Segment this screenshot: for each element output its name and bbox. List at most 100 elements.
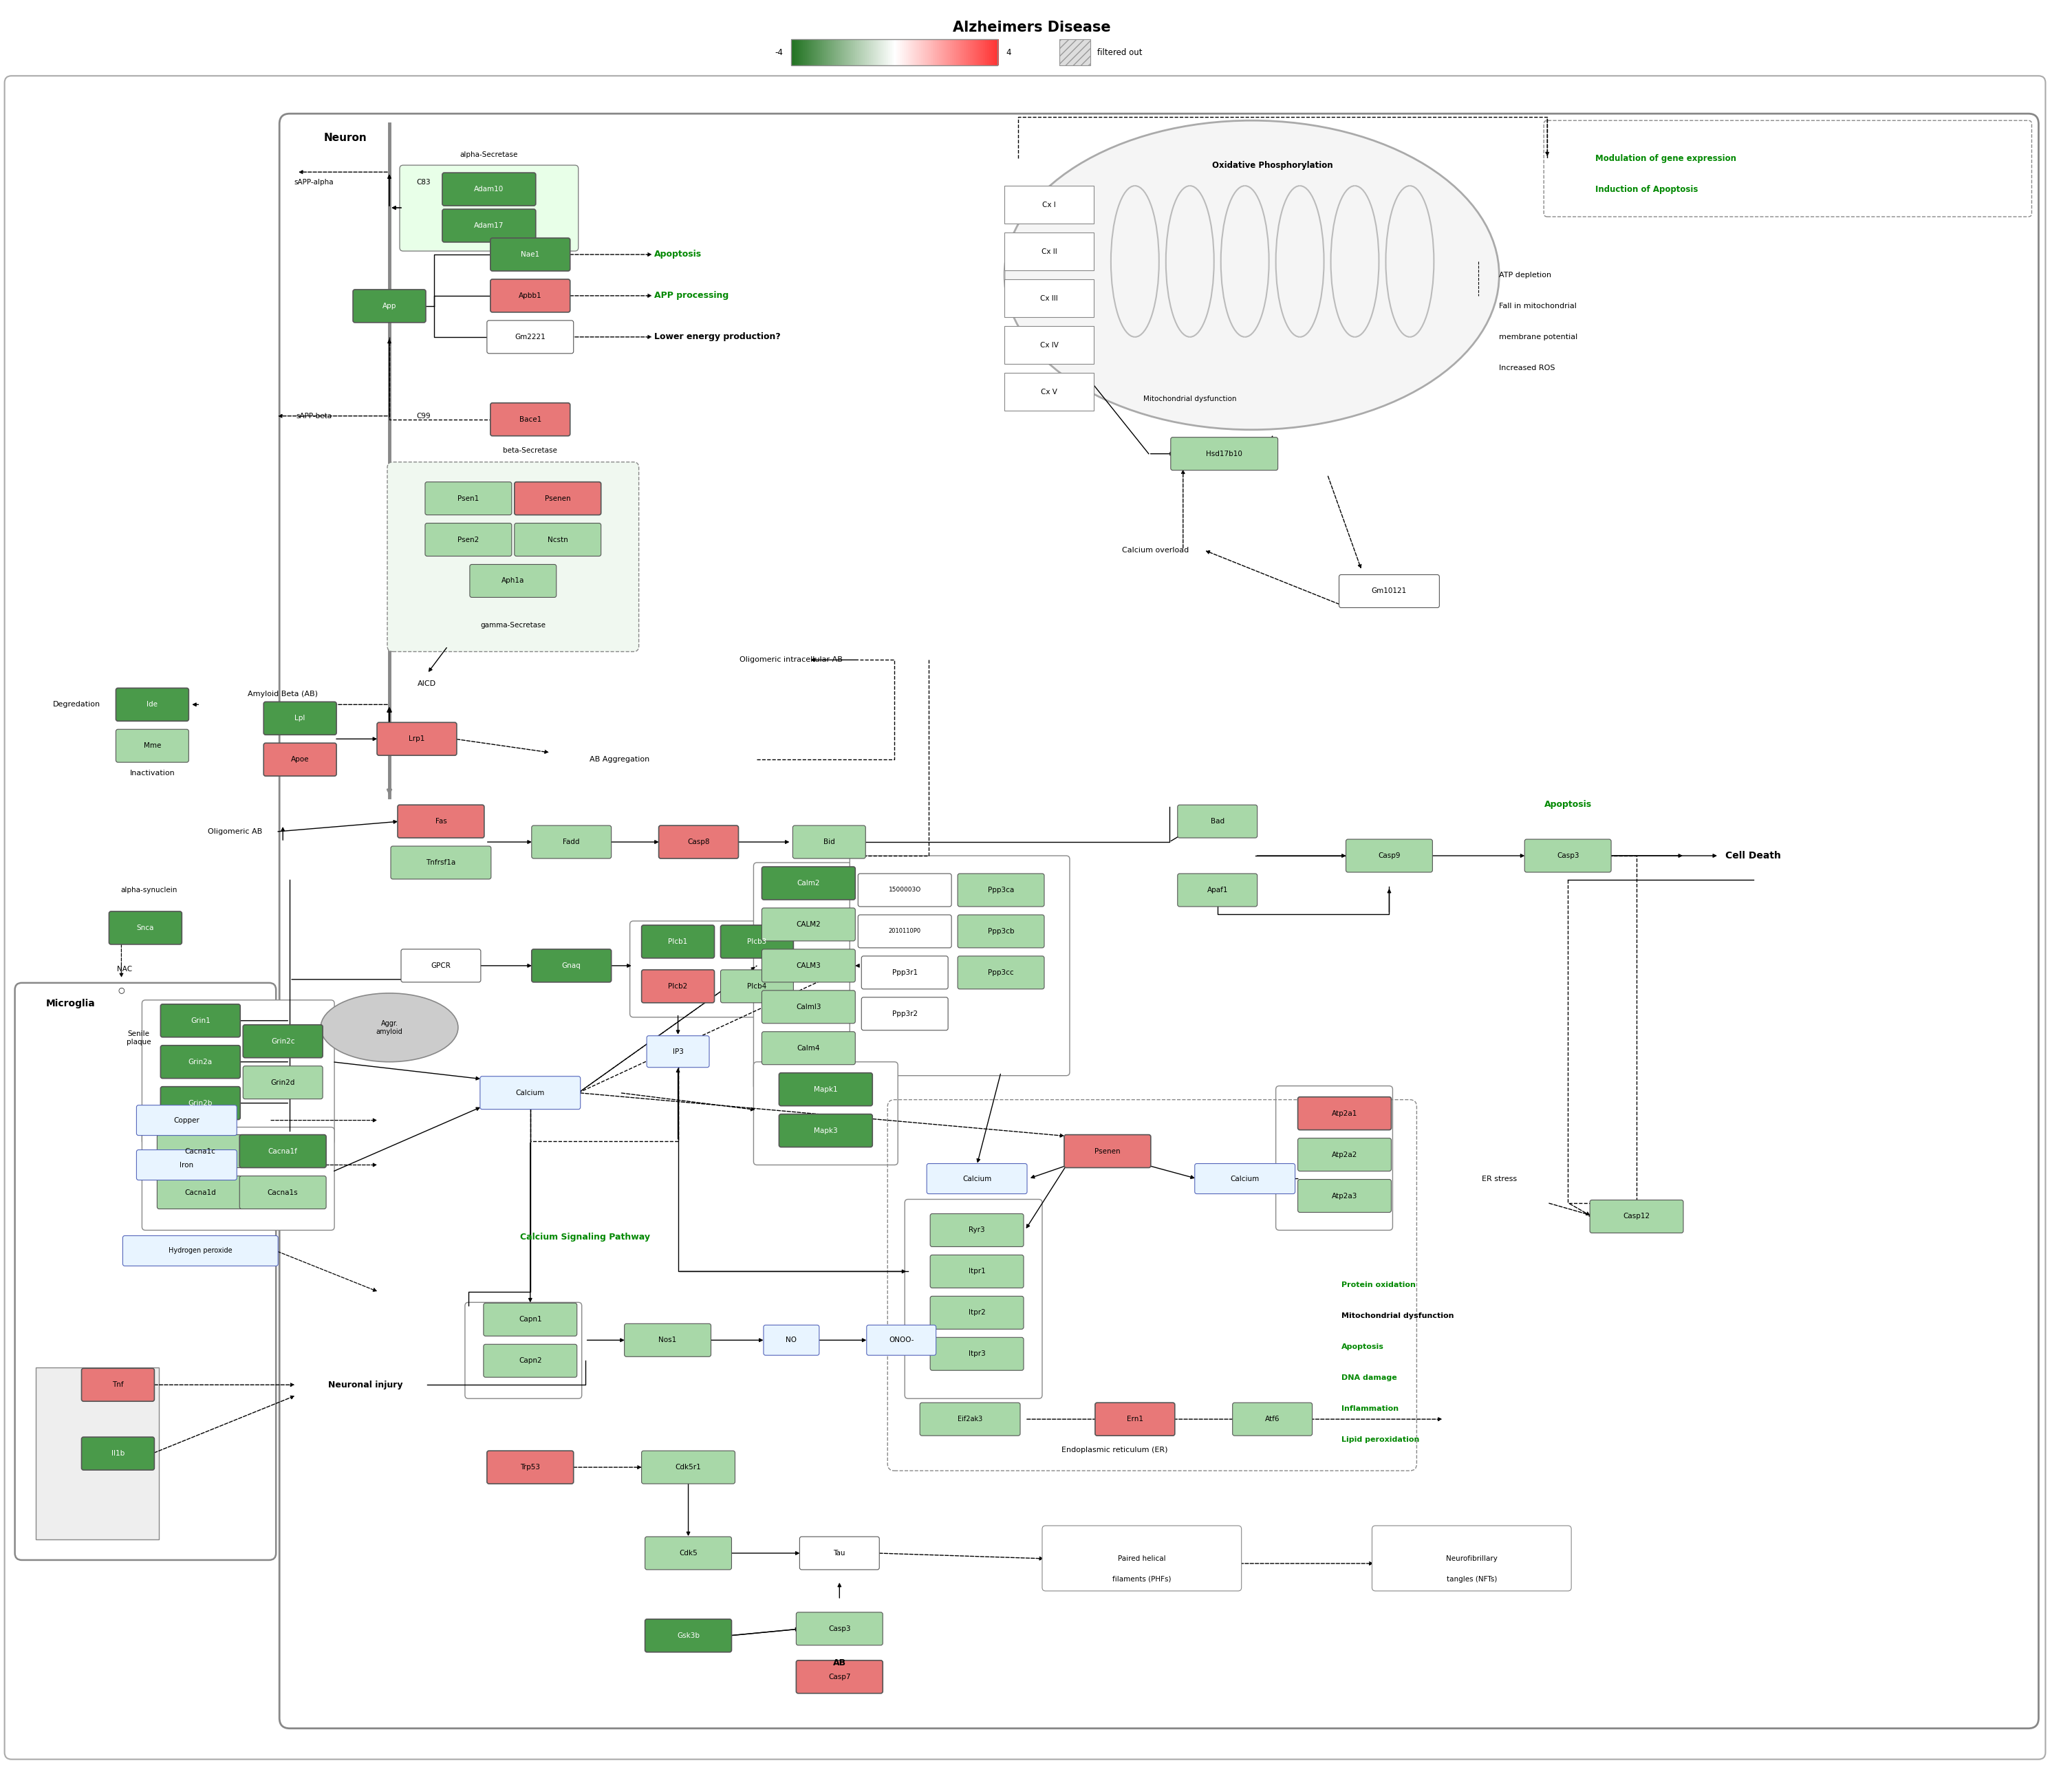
Text: Psen2: Psen2 <box>458 536 479 543</box>
Bar <box>970 39 974 66</box>
Text: ONOO-: ONOO- <box>889 1338 914 1343</box>
Bar <box>932 39 934 66</box>
Bar <box>843 39 845 66</box>
FancyBboxPatch shape <box>143 1126 334 1229</box>
FancyBboxPatch shape <box>1589 1199 1682 1233</box>
Text: sAPP-alpha: sAPP-alpha <box>294 179 334 186</box>
Bar <box>798 39 802 66</box>
Text: Casp9: Casp9 <box>1378 852 1401 859</box>
Bar <box>792 39 997 66</box>
Bar <box>957 39 959 66</box>
Bar <box>988 39 990 66</box>
FancyBboxPatch shape <box>157 1135 244 1167</box>
Bar <box>984 39 986 66</box>
Bar <box>976 39 978 66</box>
Text: alpha-Secretase: alpha-Secretase <box>460 151 518 158</box>
FancyBboxPatch shape <box>116 729 189 763</box>
Text: Calml3: Calml3 <box>796 1004 821 1011</box>
Bar <box>794 39 798 66</box>
Bar <box>845 39 847 66</box>
Text: Lower energy production?: Lower energy production? <box>655 332 781 341</box>
Text: C99: C99 <box>416 413 431 419</box>
Text: Nos1: Nos1 <box>659 1338 678 1343</box>
Text: ATP depletion: ATP depletion <box>1500 271 1552 279</box>
Bar <box>1059 39 1090 66</box>
Bar <box>972 39 976 66</box>
Text: Cdk5: Cdk5 <box>680 1550 698 1556</box>
FancyBboxPatch shape <box>143 1001 334 1144</box>
FancyBboxPatch shape <box>1042 1526 1241 1591</box>
FancyBboxPatch shape <box>263 743 336 775</box>
Text: NAC: NAC <box>118 965 133 972</box>
Bar <box>868 39 870 66</box>
Text: Ppp3r2: Ppp3r2 <box>891 1011 918 1017</box>
Text: Aph1a: Aph1a <box>501 578 524 584</box>
Bar <box>872 39 874 66</box>
Text: Cell Death: Cell Death <box>1726 852 1782 860</box>
FancyBboxPatch shape <box>762 908 856 940</box>
Bar <box>889 39 891 66</box>
Bar <box>879 39 881 66</box>
Bar <box>945 39 947 66</box>
Text: Grin2a: Grin2a <box>189 1059 213 1066</box>
Ellipse shape <box>321 993 458 1063</box>
Text: ○: ○ <box>118 986 124 993</box>
Text: Microglia: Microglia <box>46 999 95 1008</box>
FancyBboxPatch shape <box>930 1338 1024 1370</box>
Text: Grin2c: Grin2c <box>271 1038 294 1045</box>
Bar <box>928 39 930 66</box>
Bar <box>899 39 901 66</box>
FancyBboxPatch shape <box>754 862 864 1089</box>
Text: Atp2a3: Atp2a3 <box>1332 1192 1357 1199</box>
FancyBboxPatch shape <box>642 970 715 1002</box>
Text: Ppp3ca: Ppp3ca <box>988 887 1013 894</box>
Bar <box>980 39 984 66</box>
Text: Atp2a2: Atp2a2 <box>1332 1151 1357 1158</box>
Bar <box>922 39 924 66</box>
Text: Grin2d: Grin2d <box>271 1079 294 1086</box>
Text: tangles (NFTs): tangles (NFTs) <box>1446 1575 1496 1582</box>
Bar <box>804 39 808 66</box>
Text: Gnaq: Gnaq <box>562 962 580 969</box>
FancyBboxPatch shape <box>533 825 611 859</box>
FancyBboxPatch shape <box>425 483 512 514</box>
Bar <box>818 39 823 66</box>
Bar <box>827 39 829 66</box>
Bar <box>847 39 850 66</box>
FancyBboxPatch shape <box>470 564 557 598</box>
Ellipse shape <box>1005 121 1500 429</box>
Bar <box>899 39 901 66</box>
Bar <box>903 39 905 66</box>
Text: NO: NO <box>785 1338 798 1343</box>
Text: Grin2b: Grin2b <box>189 1100 213 1107</box>
Bar <box>843 39 845 66</box>
Text: Tnfrsf1a: Tnfrsf1a <box>427 859 456 866</box>
Bar <box>860 39 862 66</box>
Text: Ncstn: Ncstn <box>547 536 568 543</box>
FancyBboxPatch shape <box>160 1045 240 1079</box>
Text: Apoe: Apoe <box>290 756 309 763</box>
Text: Calcium Signaling Pathway: Calcium Signaling Pathway <box>520 1233 651 1242</box>
FancyBboxPatch shape <box>160 1004 240 1038</box>
FancyBboxPatch shape <box>1276 1086 1392 1229</box>
Text: AB: AB <box>833 1659 845 1668</box>
Text: -4: -4 <box>775 48 783 57</box>
Bar <box>990 39 992 66</box>
Text: ER stress: ER stress <box>1481 1174 1517 1181</box>
Text: Tnf: Tnf <box>112 1382 124 1389</box>
Bar <box>918 39 920 66</box>
Bar <box>874 39 876 66</box>
Bar <box>850 39 852 66</box>
Bar <box>939 39 941 66</box>
Bar <box>839 39 841 66</box>
Text: Casp3: Casp3 <box>1556 852 1579 859</box>
Text: 2010110P0: 2010110P0 <box>889 928 920 935</box>
FancyBboxPatch shape <box>491 279 570 312</box>
Text: Eif2ak3: Eif2ak3 <box>957 1416 982 1423</box>
Text: Cacna1s: Cacna1s <box>267 1189 298 1196</box>
Bar <box>1005 186 1094 224</box>
Bar <box>35 1368 160 1540</box>
Text: Calcium: Calcium <box>961 1174 990 1181</box>
Bar <box>841 39 843 66</box>
Bar <box>916 39 918 66</box>
